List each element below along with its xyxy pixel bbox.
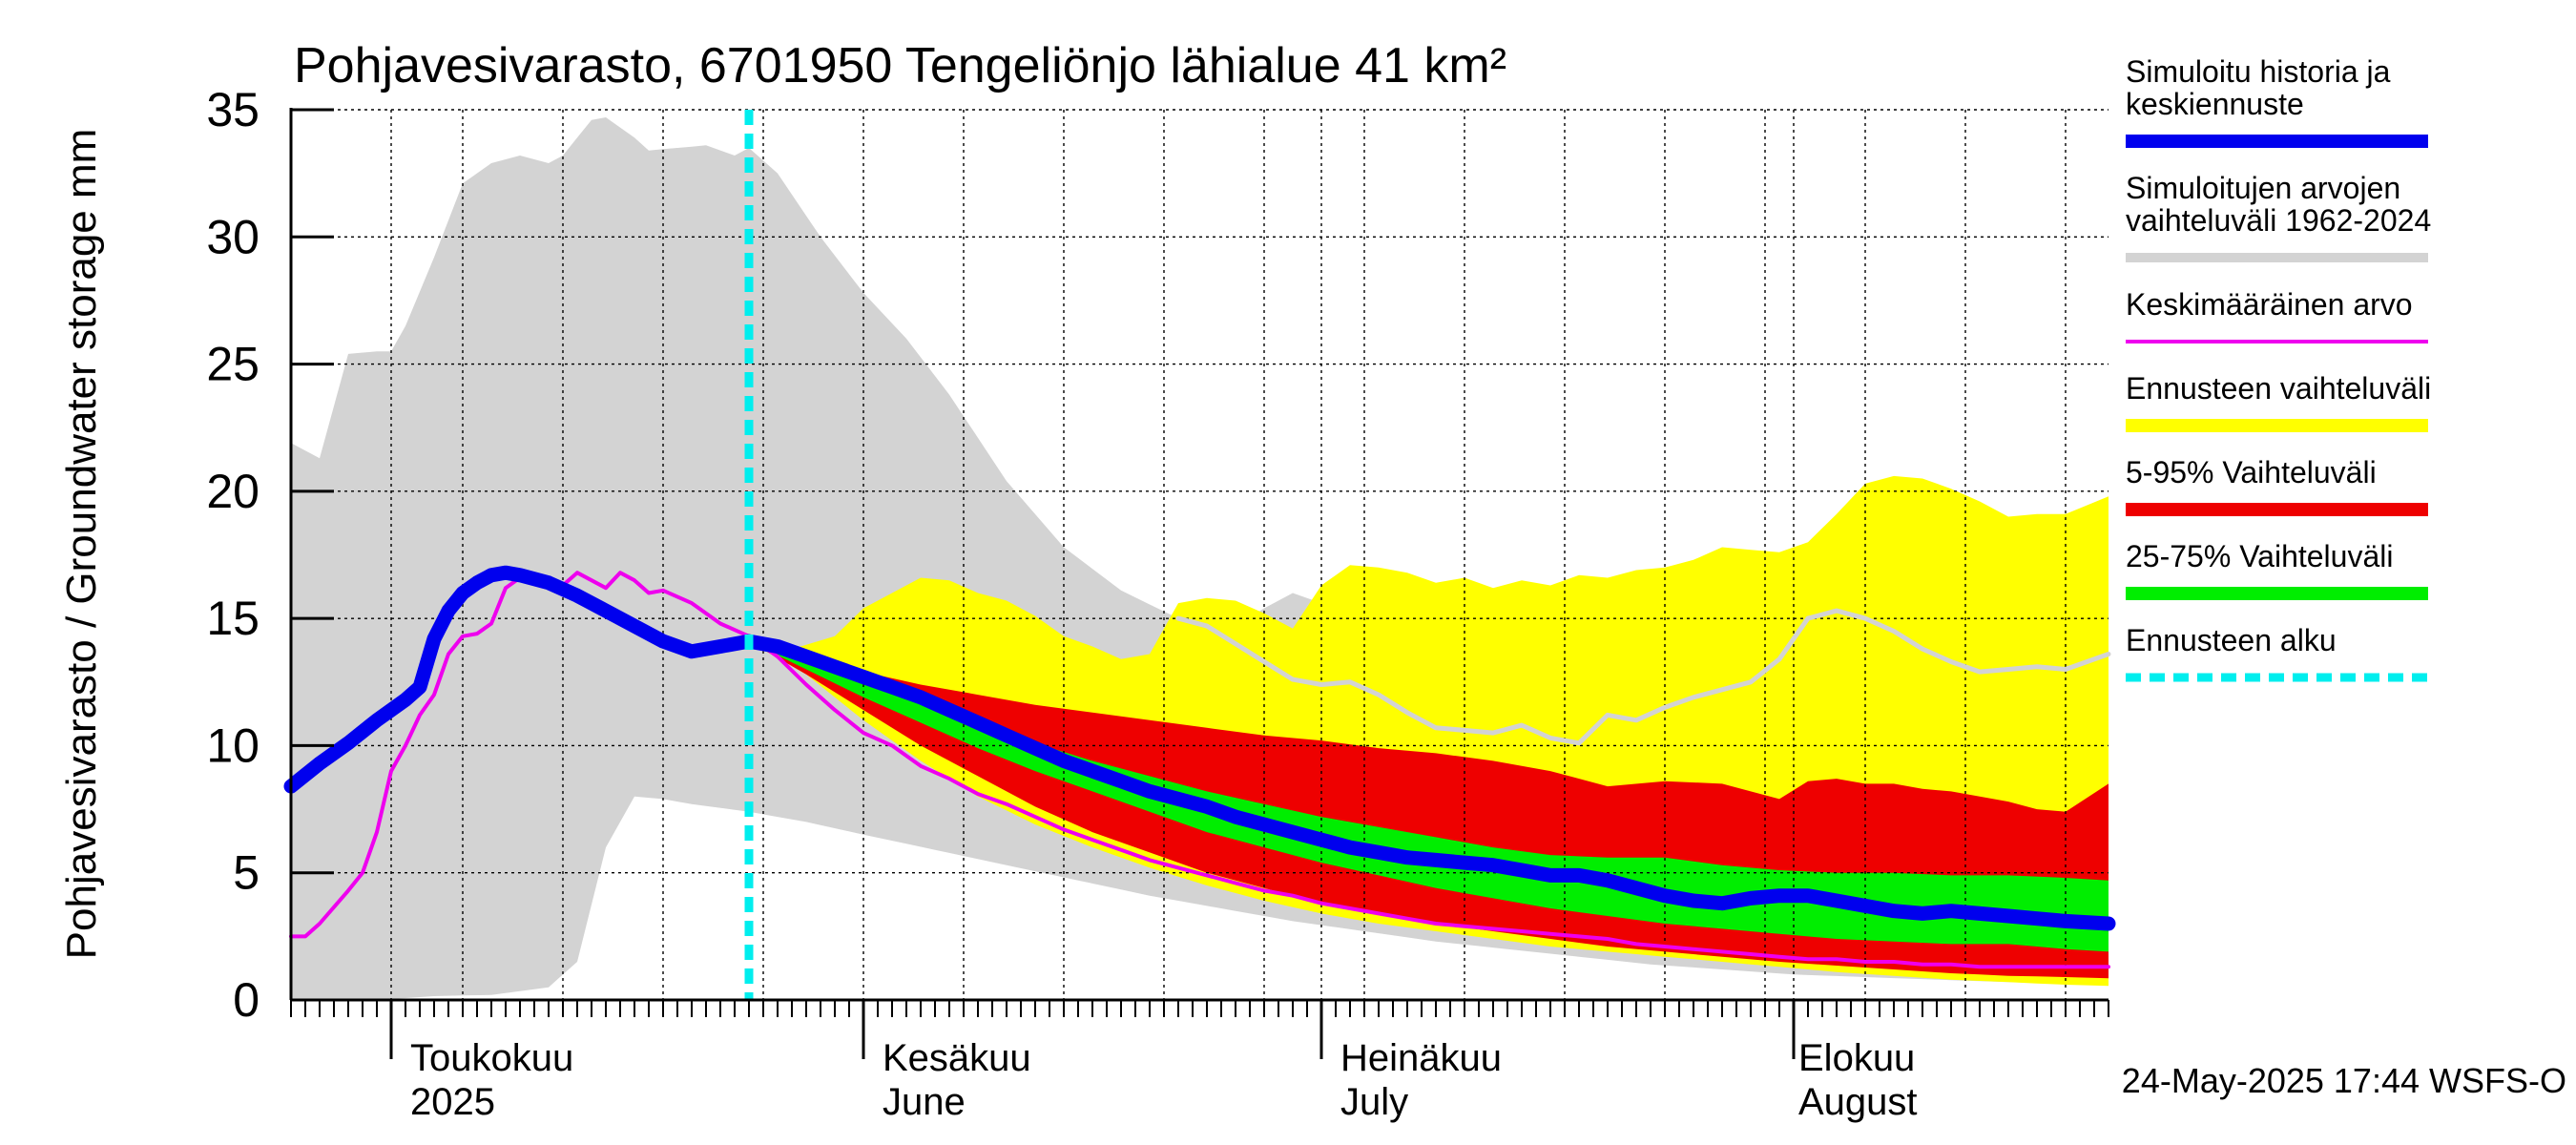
x-month-label: Heinäkuu [1340, 1037, 1502, 1079]
legend-label: Simuloitu historia ja [2126, 54, 2391, 89]
y-tick-label: 20 [206, 465, 260, 518]
y-tick-label: 30 [206, 210, 260, 263]
x-month-sublabel: June [883, 1081, 966, 1123]
legend-label: 25-75% Vaihteluväli [2126, 539, 2393, 573]
timestamp: 24-May-2025 17:44 WSFS-O [2122, 1061, 2566, 1100]
x-month-sublabel: July [1340, 1081, 1408, 1123]
chart-lines [283, 110, 2116, 1000]
x-month-label: Elokuu [1798, 1037, 1915, 1079]
range-median-line [1175, 608, 2111, 746]
legend-label: Ennusteen alku [2126, 623, 2337, 657]
y-tick-label: 15 [206, 592, 260, 645]
legend-label: Keskimääräinen arvo [2126, 287, 2413, 322]
mean-line [289, 571, 2110, 969]
y-tick-label: 0 [233, 973, 260, 1027]
y-tick-label: 10 [206, 718, 260, 772]
y-tick-label: 5 [233, 846, 260, 900]
x-month-label: Toukokuu [410, 1037, 573, 1079]
legend-label: 5-95% Vaihteluväli [2126, 455, 2377, 489]
chart-title: Pohjavesivarasto, 6701950 Tengeliönjo lä… [294, 38, 1506, 94]
p25-75-band [749, 641, 2109, 952]
x-month-sublabel: 2025 [410, 1081, 495, 1123]
x-month-label: Kesäkuu [883, 1037, 1031, 1079]
legend-label: Ennusteen vaihteluväli [2126, 371, 2431, 406]
legend-label: keskiennuste [2126, 87, 2304, 121]
history-median-line [283, 565, 2116, 931]
legend-label: Simuloitujen arvojen [2126, 171, 2400, 205]
x-month-sublabel: August [1798, 1081, 1918, 1123]
y-tick-label: 35 [206, 83, 260, 136]
axes: 05101520253035Toukokuu2025KesäkuuJuneHei… [206, 83, 2109, 1123]
legend-label: vaihteluväli 1962-2024 [2126, 203, 2431, 238]
y-axis-label: Pohjavesivarasto / Groundwater storage m… [58, 129, 105, 960]
y-tick-label: 25 [206, 338, 260, 391]
